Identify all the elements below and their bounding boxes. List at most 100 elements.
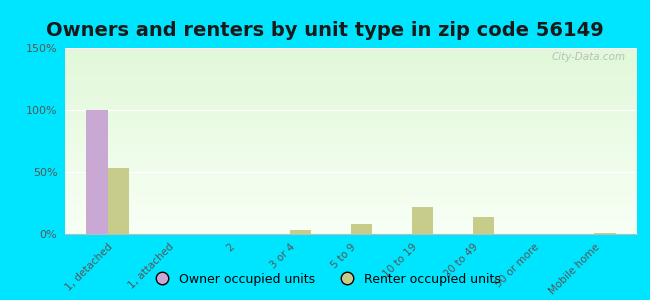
Bar xyxy=(65,188,637,189)
Bar xyxy=(65,136,637,137)
Bar xyxy=(65,154,637,155)
Bar xyxy=(65,66,637,67)
Bar xyxy=(65,159,637,160)
Bar xyxy=(86,110,108,234)
Bar xyxy=(65,141,637,142)
Bar xyxy=(65,162,637,163)
Bar xyxy=(108,168,129,234)
Text: Owners and renters by unit type in zip code 56149: Owners and renters by unit type in zip c… xyxy=(46,21,604,40)
Bar xyxy=(65,49,637,50)
Bar xyxy=(65,156,637,157)
Bar xyxy=(65,199,637,200)
Bar xyxy=(65,135,637,136)
Bar xyxy=(65,216,637,217)
Bar xyxy=(65,113,637,114)
Bar xyxy=(65,127,637,128)
Bar xyxy=(65,103,637,104)
Bar xyxy=(65,64,637,65)
Bar xyxy=(65,221,637,222)
Bar xyxy=(65,123,637,124)
Bar xyxy=(65,178,637,179)
Bar xyxy=(65,170,637,171)
Bar xyxy=(65,187,637,188)
Bar xyxy=(65,131,637,132)
Bar xyxy=(65,137,637,138)
Bar xyxy=(65,53,637,54)
Bar xyxy=(65,223,637,224)
Bar xyxy=(65,153,637,154)
Bar xyxy=(65,54,637,55)
Bar xyxy=(65,207,637,208)
Bar xyxy=(65,191,637,192)
Bar xyxy=(65,144,637,145)
Bar xyxy=(65,90,637,91)
Bar xyxy=(412,207,433,234)
Bar xyxy=(65,70,637,71)
Bar xyxy=(65,226,637,227)
Bar xyxy=(65,124,637,125)
Bar xyxy=(65,205,637,206)
Bar xyxy=(65,91,637,92)
Bar xyxy=(65,196,637,197)
Bar xyxy=(65,215,637,216)
Bar xyxy=(65,120,637,121)
Bar xyxy=(65,209,637,210)
Bar xyxy=(65,189,637,190)
Bar xyxy=(65,181,637,182)
Bar xyxy=(65,95,637,96)
Bar xyxy=(65,171,637,172)
Bar xyxy=(65,128,637,129)
Bar xyxy=(65,158,637,159)
Bar xyxy=(65,184,637,185)
Bar xyxy=(65,197,637,198)
Bar xyxy=(65,72,637,73)
Bar xyxy=(65,51,637,52)
Bar xyxy=(65,138,637,139)
Bar xyxy=(65,150,637,151)
Bar xyxy=(65,167,637,168)
Bar xyxy=(65,94,637,95)
Bar xyxy=(65,105,637,106)
Bar xyxy=(65,48,637,49)
Bar xyxy=(65,82,637,83)
Bar xyxy=(65,212,637,213)
Bar xyxy=(65,59,637,60)
Bar xyxy=(65,202,637,203)
Bar xyxy=(65,98,637,99)
Bar xyxy=(65,83,637,84)
Bar xyxy=(65,119,637,120)
Bar xyxy=(65,190,637,191)
Bar xyxy=(65,134,637,135)
Bar xyxy=(65,148,637,149)
Bar xyxy=(65,213,637,214)
Bar xyxy=(351,224,372,234)
Bar xyxy=(65,220,637,221)
Bar xyxy=(65,126,637,127)
Bar xyxy=(65,161,637,162)
Legend: Owner occupied units, Renter occupied units: Owner occupied units, Renter occupied un… xyxy=(144,268,506,291)
Bar xyxy=(65,160,637,161)
Bar xyxy=(65,87,637,88)
Bar xyxy=(65,69,637,70)
Bar xyxy=(65,139,637,140)
Bar xyxy=(65,125,637,126)
Bar xyxy=(65,143,637,144)
Bar xyxy=(65,63,637,64)
Bar xyxy=(65,115,637,116)
Bar xyxy=(65,193,637,194)
Bar xyxy=(65,67,637,68)
Bar xyxy=(65,92,637,93)
Bar xyxy=(65,58,637,59)
Bar xyxy=(65,145,637,146)
Bar xyxy=(65,231,637,232)
Bar xyxy=(65,185,637,186)
Bar xyxy=(65,100,637,101)
Bar xyxy=(65,147,637,148)
Bar xyxy=(290,230,311,234)
Bar xyxy=(65,118,637,119)
Bar xyxy=(65,165,637,166)
Bar xyxy=(65,75,637,76)
Text: City-Data.com: City-Data.com xyxy=(551,52,625,62)
Bar xyxy=(65,97,637,98)
Bar xyxy=(65,61,637,62)
